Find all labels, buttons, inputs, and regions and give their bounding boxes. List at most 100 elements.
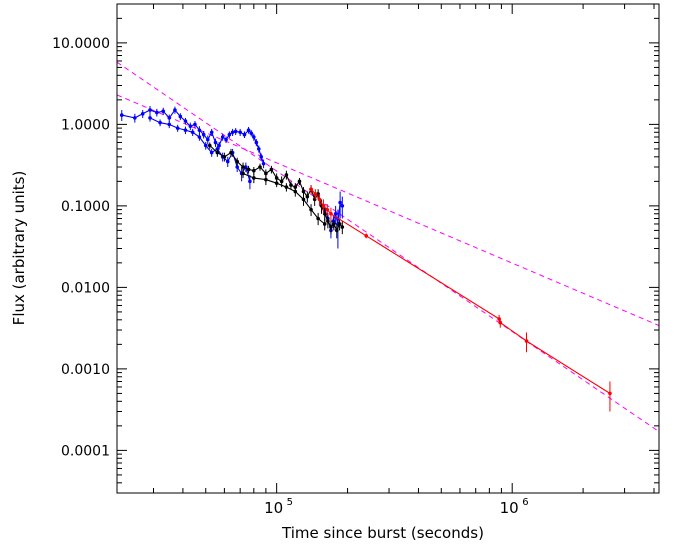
y-axis-label: Flux (arbitrary units)	[10, 171, 28, 326]
series-1-point	[217, 143, 221, 148]
series-1-point	[252, 135, 256, 139]
series-4-point	[337, 222, 342, 226]
series-6-point	[524, 339, 529, 343]
series-5-line	[242, 172, 326, 225]
series-4-point	[301, 189, 306, 194]
series-4-point	[235, 159, 239, 164]
series-1-point	[230, 130, 235, 135]
series-1-point	[242, 132, 247, 137]
series-4-point	[241, 165, 245, 169]
series-2-point	[209, 150, 214, 155]
y-tick-label: 0.0001	[61, 443, 110, 459]
x-axis-label: Time since burst (seconds)	[281, 524, 484, 542]
series-1-point	[261, 161, 266, 166]
series-2-point	[190, 130, 195, 135]
series-2-point	[148, 116, 152, 120]
series-6-point	[317, 197, 322, 202]
series-4-point	[332, 222, 336, 226]
series-1-point	[183, 119, 188, 123]
chart-marks	[116, 61, 660, 433]
series-1-point	[201, 132, 206, 137]
series-2-point	[167, 122, 172, 127]
series-4-point	[305, 194, 310, 199]
series-1-point	[205, 137, 210, 142]
series-1-point	[140, 111, 145, 116]
series-1-point	[178, 114, 183, 119]
series-1-point	[197, 128, 202, 132]
series-4-point	[284, 173, 289, 177]
series-3-point	[340, 204, 345, 208]
series-1-point	[148, 108, 152, 112]
series-1-point	[233, 129, 238, 134]
series-1-point	[161, 109, 166, 114]
series-2-point	[175, 126, 180, 130]
series-2-point	[203, 143, 208, 148]
series-4-point	[297, 179, 302, 184]
series-4-point	[289, 183, 293, 187]
series-1-point	[220, 135, 225, 139]
series-4-point	[246, 167, 251, 172]
series-2-point	[225, 159, 230, 164]
series-1-point	[246, 128, 251, 132]
series-5-point	[274, 181, 279, 185]
series-1-point	[188, 124, 193, 129]
series-6-point	[321, 204, 326, 208]
series-3-point	[338, 200, 342, 205]
series-1-point	[209, 130, 214, 135]
series-3-point	[333, 211, 338, 216]
x-tick-label: 10	[500, 499, 519, 517]
series-2-point	[197, 135, 202, 139]
series-4-point	[252, 168, 256, 173]
series-1-point	[254, 140, 259, 145]
series-5-point	[264, 177, 268, 182]
series-4-point	[274, 176, 279, 180]
series-1-point	[133, 116, 137, 120]
series-1-point	[173, 108, 177, 112]
series-1-point	[167, 116, 172, 120]
chart-axes: 10 5 10 610.00001.00000.10000.01000.00100.0…	[52, 3, 659, 517]
series-5-point	[316, 216, 320, 221]
series-4-point	[334, 228, 339, 233]
series-1-point	[238, 130, 242, 135]
series-4-point	[258, 165, 262, 169]
series-6-point	[325, 207, 330, 212]
series-1-point	[227, 132, 232, 137]
series-4-point	[222, 155, 227, 159]
x-tick-label-exponent: 5	[287, 497, 293, 508]
series-4-point	[329, 225, 333, 229]
series-1-point	[257, 147, 261, 151]
series-2-point	[183, 128, 188, 132]
series-1-point	[224, 137, 228, 142]
series-5-point	[322, 222, 327, 226]
series-1-point	[155, 110, 159, 115]
series-5-point	[284, 185, 289, 189]
series-6-point	[498, 320, 503, 325]
series-6-point	[364, 233, 369, 238]
y-tick-label: 0.0010	[61, 362, 110, 378]
y-tick-label: 0.1000	[61, 199, 110, 215]
series-5-point	[301, 197, 306, 202]
series-4-point	[340, 225, 345, 229]
series-4-point	[269, 167, 274, 172]
series-6-point	[309, 187, 313, 192]
series-2-point	[248, 179, 252, 184]
series-4-point	[207, 143, 212, 148]
series-4-point	[279, 179, 284, 184]
y-tick-label: 10.0000	[52, 36, 110, 52]
series-6-point	[329, 211, 333, 216]
series-1-point	[259, 155, 264, 159]
series-1-point	[119, 113, 124, 117]
series-5-point	[293, 189, 298, 194]
series-2-point	[235, 165, 239, 169]
series-6-point	[608, 391, 612, 396]
series-5-point	[252, 176, 256, 180]
series-1-point	[193, 122, 197, 127]
series-6-point	[313, 192, 318, 196]
series-4-point	[264, 171, 268, 176]
series-5-point	[241, 171, 245, 176]
series-1-point	[213, 140, 218, 145]
series-4-point	[312, 197, 317, 202]
x-tick-label-exponent: 6	[522, 497, 528, 508]
series-2-point	[158, 120, 162, 125]
